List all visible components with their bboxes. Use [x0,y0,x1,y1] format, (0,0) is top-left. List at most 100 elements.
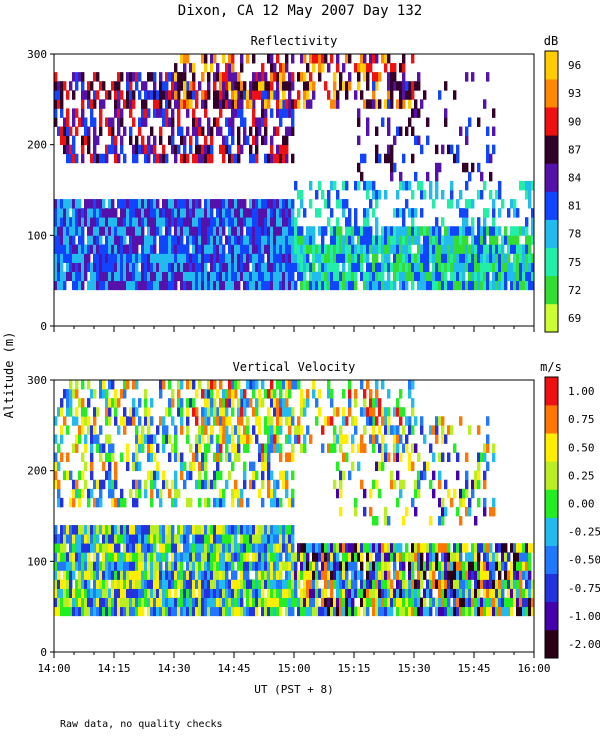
data-cell [309,72,313,82]
data-cell [75,262,79,272]
y-tick-label: 300 [27,48,47,61]
data-cell [249,235,253,245]
data-cell [186,208,190,218]
data-cell [354,253,358,263]
data-cell [264,135,268,146]
data-cell [57,588,61,598]
data-cell [84,244,88,254]
data-cell [126,271,130,282]
data-cell [177,407,181,417]
data-cell [270,597,274,608]
data-cell [357,81,361,91]
data-cell [477,570,481,580]
data-cell [102,461,106,472]
data-cell [147,534,151,544]
data-cell [342,235,346,245]
data-cell [93,144,97,155]
data-cell [288,434,292,444]
data-cell [219,443,223,453]
data-cell [495,262,499,272]
data-cell [177,72,181,82]
data-cell [93,99,97,109]
data-cell [177,543,181,553]
data-cell [333,99,337,109]
data-cell [57,126,61,136]
data-cell [105,398,109,408]
data-cell [132,153,136,164]
data-cell [285,452,289,462]
data-cell [420,190,424,200]
data-cell [144,81,148,91]
data-cell [219,579,223,589]
data-cell [390,470,394,481]
data-cell [219,262,223,272]
data-cell [459,271,463,282]
data-cell [117,81,121,91]
data-cell [147,253,151,263]
data-cell [270,144,274,155]
data-cell [210,543,214,553]
data-cell [495,606,499,617]
data-cell [315,416,319,426]
data-cell [210,425,214,435]
data-cell [138,488,142,499]
data-cell [282,280,286,291]
data-cell [465,506,469,517]
data-cell [477,162,481,173]
data-cell [108,416,112,426]
data-cell [147,470,151,481]
data-cell [531,208,535,218]
data-cell [228,271,232,282]
data-cell [267,606,271,617]
data-cell [111,606,115,617]
data-cell [303,235,307,245]
data-cell [159,597,163,608]
data-cell [240,208,244,218]
data-cell [336,552,340,562]
data-cell [372,99,376,109]
data-cell [486,262,490,272]
data-cell [180,153,184,164]
data-cell [447,452,451,462]
data-cell [63,561,67,571]
data-cell [222,208,226,218]
data-cell [378,425,382,435]
data-cell [144,208,148,218]
data-cell [375,262,379,272]
data-cell [234,280,238,291]
data-cell [144,552,148,562]
data-cell [66,117,70,127]
data-cell [198,217,202,227]
data-cell [429,552,433,562]
data-cell [198,552,202,562]
colorbar-swatch [545,191,558,220]
data-cell [480,597,484,608]
data-cell [222,262,226,272]
data-cell [477,470,481,481]
data-cell [330,543,334,553]
data-cell [300,570,304,580]
data-cell [507,579,511,589]
data-cell [279,280,283,291]
data-cell [216,271,220,282]
data-cell [447,144,451,155]
data-cell [345,244,349,254]
data-cell [273,63,277,73]
data-cell [183,81,187,91]
data-cell [231,135,235,146]
data-cell [357,63,361,73]
data-cell [108,126,112,136]
data-cell [309,81,313,91]
data-cell [183,63,187,73]
data-cell [426,244,430,254]
data-cell [417,479,421,490]
data-cell [393,226,397,236]
data-cell [165,90,169,100]
data-cell [204,153,208,164]
data-cell [171,126,175,136]
data-cell [396,99,400,109]
data-cell [240,525,244,535]
data-cell [420,579,424,589]
data-cell [471,262,475,272]
data-cell [282,208,286,218]
